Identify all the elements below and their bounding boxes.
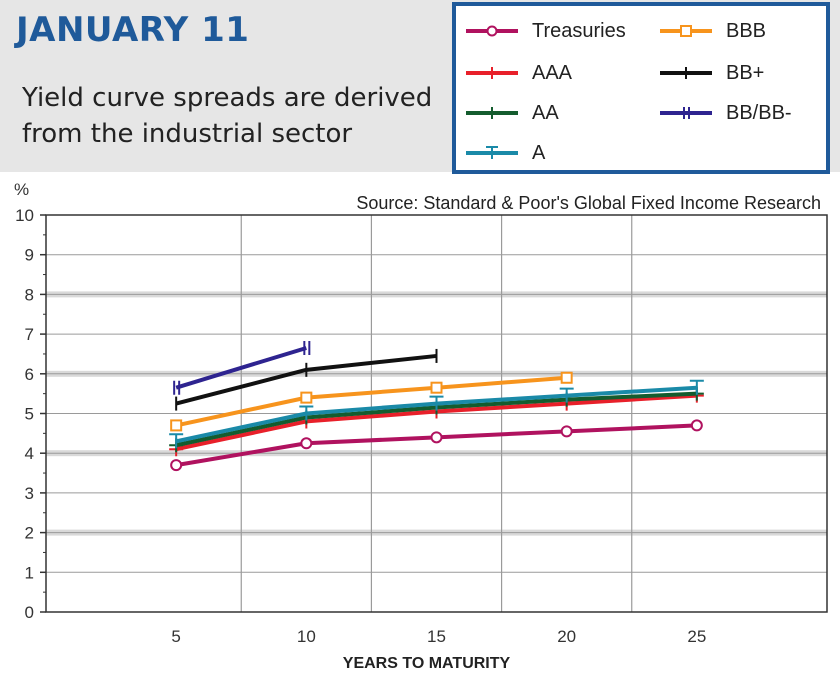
legend-label: BB+: [726, 61, 765, 84]
legend-swatch: [660, 107, 712, 119]
y-tick-label: 9: [25, 246, 34, 265]
legend-swatch: [466, 67, 518, 79]
data-point-treasuries: [300, 437, 313, 450]
data-point-treasuries: [560, 425, 573, 438]
legend-label: AAA: [532, 61, 573, 84]
data-point-bbb: [170, 419, 183, 432]
legend-label: Treasuries: [532, 19, 626, 42]
y-tick-label: 8: [25, 285, 34, 304]
y-tick-label: 5: [25, 405, 34, 424]
x-tick-label: 25: [687, 627, 706, 646]
legend-marker: [680, 25, 692, 37]
source-note: Source: Standard & Poor's Global Fixed I…: [356, 193, 821, 213]
page-title: JANUARY 11: [16, 10, 250, 50]
data-point-a: [169, 433, 184, 449]
series-line-bbb: [175, 375, 567, 428]
x-axis-label: YEARS TO MATURITY: [343, 655, 511, 672]
data-point-treasuries: [430, 431, 443, 444]
legend-marker: [683, 107, 690, 119]
legend-item-bb-bb-: BB/BB-: [656, 98, 792, 128]
x-tick-label: 5: [171, 627, 180, 646]
legend-swatch: [466, 25, 518, 37]
data-point-treasuries: [690, 419, 703, 432]
y-axis-label: %: [14, 180, 29, 199]
legend-marker: [486, 107, 498, 119]
legend-label: AA: [532, 101, 559, 124]
data-point-a: [429, 395, 444, 411]
legend-marker: [486, 25, 498, 37]
line-chart: 0 1 2 3 4 5 6 7 8 9 10% 5 10 15 20 25 YEARS TO MATURITY S…: [14, 180, 828, 672]
y-tick-label: 6: [25, 365, 34, 384]
legend-swatch: [660, 67, 712, 79]
x-tick-label: 10: [297, 627, 316, 646]
y-tick-label: 4: [25, 444, 34, 463]
legend-item-bb-: BB+: [656, 58, 764, 88]
legend-item-aaa: AAA: [462, 58, 572, 88]
legend-item-a: A: [462, 138, 545, 168]
data-point-bbb: [430, 381, 443, 394]
data-point-a: [299, 405, 314, 421]
y-tick-label: 0: [25, 603, 34, 622]
legend-label: BB/BB-: [726, 101, 792, 124]
x-tick-label: 20: [557, 627, 576, 646]
legend-swatch: [466, 107, 518, 119]
legend-item-treasuries: Treasuries: [462, 16, 626, 46]
y-tick-label: 1: [25, 563, 34, 582]
series-line-bb-bb-: [175, 346, 307, 390]
legend-swatch: [660, 25, 712, 37]
data-point-a: [559, 387, 574, 403]
data-point-bbb: [560, 371, 573, 384]
y-tick-label: 10: [15, 206, 34, 225]
y-tick-label: 3: [25, 484, 34, 503]
data-point-a: [689, 379, 704, 395]
data-point-treasuries: [170, 459, 183, 472]
legend-label: BBB: [726, 19, 767, 42]
legend-item-aa: AA: [462, 98, 559, 128]
y-tick-label: 2: [25, 524, 34, 543]
data-point-bb-bb-: [173, 380, 181, 395]
data-point-bbb: [300, 391, 313, 404]
y-tick-label: 7: [25, 325, 34, 344]
legend-marker: [486, 67, 498, 79]
legend-swatch: [466, 146, 518, 159]
legend-label: A: [532, 141, 546, 164]
chart-legend: Treasuries AAA AA A BBB BB+ BB/BB-: [452, 2, 830, 174]
x-tick-label: 15: [427, 627, 446, 646]
legend-marker: [486, 146, 498, 159]
legend-item-bbb: BBB: [656, 16, 766, 46]
data-point-bb-bb-: [303, 340, 311, 355]
chart-subtitle: Yield curve spreads are derived from the…: [22, 83, 433, 149]
